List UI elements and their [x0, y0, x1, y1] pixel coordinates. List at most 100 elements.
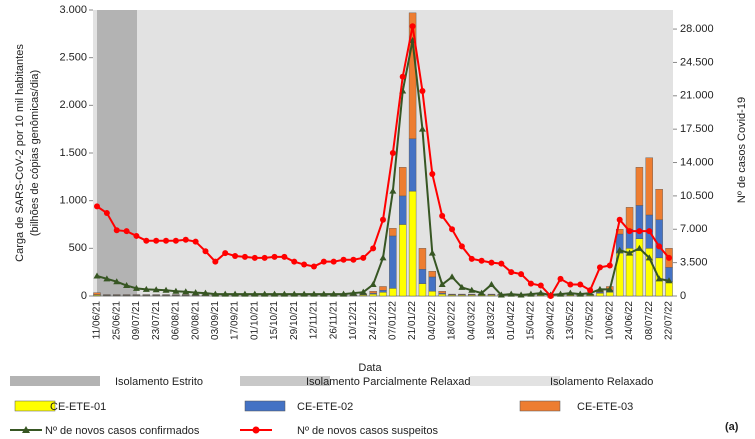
bar-segment — [665, 281, 673, 297]
point-marker — [123, 228, 130, 235]
bar-segment — [389, 228, 397, 237]
point-marker — [626, 249, 634, 256]
point-marker — [301, 261, 308, 268]
point-marker — [448, 273, 456, 280]
point-marker — [537, 282, 544, 289]
point-marker — [646, 228, 653, 235]
y2-tick-label: 7.000 — [680, 223, 708, 235]
point-marker — [636, 228, 643, 235]
point-marker — [507, 290, 515, 297]
legend-swatch — [244, 400, 286, 412]
point-marker — [251, 290, 259, 297]
bar-segment — [438, 291, 446, 294]
y2-tick-label: 24.500 — [680, 56, 714, 68]
y2-tick-label: 17.500 — [680, 123, 714, 135]
point-marker — [261, 254, 268, 261]
x-tick-label: 08/07/22 — [644, 301, 655, 340]
point-marker — [162, 286, 170, 293]
point-marker — [182, 288, 190, 295]
point-marker — [439, 212, 446, 219]
point-marker — [478, 257, 485, 264]
bar-segment — [438, 293, 446, 297]
x-tick-label: 20/08/21 — [190, 301, 201, 340]
point-marker — [478, 289, 486, 296]
legend-label: CE-ETE-01 — [50, 401, 106, 413]
y-axis-title: (bilhões de cópias genômicas/dia) — [29, 70, 41, 236]
point-marker — [508, 269, 515, 276]
x-tick-label: 24/06/22 — [624, 301, 635, 340]
legend-swatch — [10, 376, 100, 386]
point-marker — [547, 293, 554, 299]
x-tick-label: 17/09/21 — [230, 301, 241, 340]
plot-background — [93, 10, 673, 296]
legend-label: Isolamento Parcialmente Relaxado — [306, 376, 477, 388]
y2-axis-title: Nº de casos Covid-19 — [736, 97, 748, 203]
bar-segment — [379, 290, 387, 293]
point-marker — [212, 258, 219, 265]
bar-segment — [428, 276, 437, 292]
x-tick-label: 03/09/21 — [210, 301, 221, 340]
point-marker — [340, 256, 347, 263]
bar-segment — [596, 292, 604, 297]
x-tick-label: 25/06/21 — [111, 301, 122, 340]
point-marker — [468, 255, 475, 262]
bar-segment — [408, 138, 417, 192]
point-marker — [458, 243, 465, 250]
point-marker — [577, 281, 584, 288]
point-marker — [389, 150, 396, 156]
panel-label: (a) — [725, 421, 739, 433]
x-tick-label: 29/10/21 — [289, 301, 300, 340]
x-tick-label: 13/05/22 — [565, 301, 576, 340]
point-marker — [409, 23, 416, 30]
legend-swatch — [240, 376, 330, 386]
point-marker — [231, 290, 239, 297]
bar-segment — [418, 269, 427, 284]
point-marker — [142, 285, 150, 292]
point-marker — [290, 290, 298, 297]
bar-segment — [408, 190, 417, 297]
point-marker — [330, 258, 337, 265]
point-marker — [518, 271, 525, 278]
point-marker — [310, 290, 318, 297]
point-marker — [251, 254, 258, 261]
point-marker — [527, 280, 534, 287]
point-marker — [241, 290, 249, 297]
bar-segment — [369, 293, 377, 297]
legend-swatch — [519, 400, 561, 412]
x-tick-label: 10/12/21 — [348, 301, 359, 340]
y2-tick-label: 3.500 — [680, 257, 708, 269]
point-marker — [320, 258, 327, 265]
bar-segment — [369, 291, 377, 294]
point-marker — [201, 289, 209, 296]
point-marker — [380, 216, 386, 223]
point-marker — [429, 170, 436, 177]
x-tick-label: 09/07/21 — [131, 301, 142, 340]
point-marker — [93, 272, 101, 279]
bar-segment — [389, 235, 397, 289]
y-tick-label: 1.000 — [59, 195, 87, 207]
bar-segment — [379, 286, 387, 291]
point-marker — [330, 290, 338, 297]
x-tick-label: 18/02/22 — [447, 301, 458, 340]
point-marker — [665, 277, 673, 284]
point-marker — [281, 253, 288, 260]
point-marker — [557, 290, 565, 297]
bar-segment — [645, 157, 653, 216]
point-marker — [587, 287, 594, 294]
point-marker — [123, 282, 131, 289]
bar-segment — [625, 207, 634, 230]
x-tick-label: 15/04/22 — [526, 301, 537, 340]
y2-tick-label: 0 — [680, 290, 686, 302]
point-marker — [488, 259, 495, 266]
point-marker — [94, 203, 100, 210]
point-marker — [340, 290, 348, 297]
x-tick-label: 18/03/22 — [486, 301, 497, 340]
point-marker — [113, 227, 120, 234]
x-axis-title: Data — [358, 362, 382, 374]
point-marker — [103, 210, 110, 217]
point-marker — [557, 275, 564, 282]
point-marker — [645, 254, 653, 261]
y-tick-label: 2.500 — [59, 52, 87, 64]
point-marker — [221, 290, 229, 297]
